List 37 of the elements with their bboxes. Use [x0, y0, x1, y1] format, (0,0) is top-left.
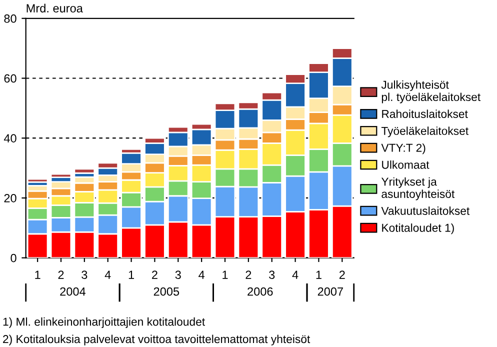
x-tick-label: 2	[246, 270, 252, 279]
text: 2006	[248, 287, 273, 296]
bar	[26, 178, 48, 183]
y-tick-label: 20	[4, 194, 16, 202]
legend-label: Työeläkelaitokset	[381, 126, 468, 138]
y-tick-label: 40	[4, 134, 16, 142]
y-axis-title: Mrd. euroa	[26, 4, 83, 12]
x-tick-label: 2	[152, 270, 158, 279]
legend-label: Julkisyhteisöt pl. työeläkelaitokset	[381, 80, 481, 104]
legend-label: Yritykset ja asuntoyhteisöt	[381, 177, 455, 200]
text: 2004	[60, 287, 86, 296]
legend-label: Kotitaloudet 1)	[382, 223, 454, 234]
text: 2005	[154, 287, 180, 296]
bar	[74, 168, 96, 174]
x-tick-label: 4	[292, 270, 298, 279]
x-tick-label: 2	[58, 270, 64, 279]
bar	[50, 173, 72, 178]
text: 1) Ml. elinkeinonharjoittajien kotitaloudet	[3, 317, 205, 328]
y-tick-label: 60	[4, 74, 16, 83]
legend-label: Vakuutuslaitokset	[381, 206, 470, 215]
text: 2007	[318, 287, 343, 296]
x-tick-label: 3	[269, 270, 275, 279]
x-tick-label: 4	[198, 270, 205, 279]
y-tick-label: 0	[10, 254, 16, 262]
x-tick-label: 1	[35, 270, 40, 279]
x-tick-label: 2	[339, 270, 345, 279]
y-tick-label: 80	[4, 14, 16, 23]
legend-label: VTY:T 2)	[381, 144, 426, 154]
x-tick-label: 3	[82, 270, 88, 279]
x-tick-label: 1	[222, 270, 228, 279]
x-tick-label: 1	[316, 270, 322, 279]
legend-label: Ulkomaat	[382, 160, 430, 169]
text: 2) Kotitalouksia palvelevat voittoa tavoittelemattomat yhteisöt	[3, 334, 310, 346]
x-tick-label: 4	[104, 270, 111, 279]
legend-label: Rahoituslaitokset	[382, 110, 468, 118]
x-tick-label: 3	[175, 270, 181, 279]
x-tick-label: 1	[128, 270, 134, 279]
